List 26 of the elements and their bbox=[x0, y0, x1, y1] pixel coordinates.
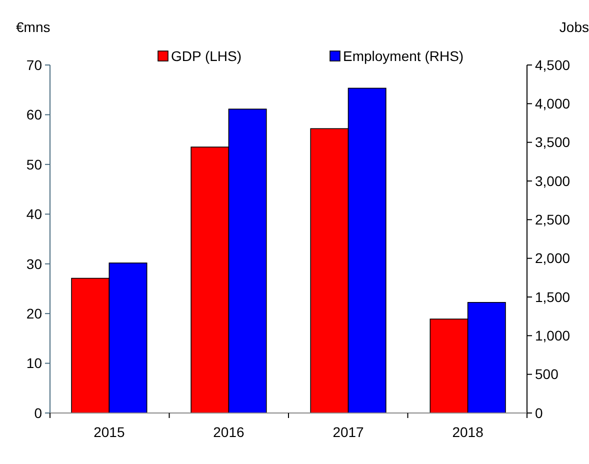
y2-tick-label: 500 bbox=[535, 366, 559, 382]
y2-tick-label: 1,000 bbox=[535, 328, 570, 344]
y2-tick-label: 4,000 bbox=[535, 96, 570, 112]
legend-label: GDP (LHS) bbox=[171, 48, 242, 64]
y2-tick-label: 2,000 bbox=[535, 250, 570, 266]
y2-tick-label: 0 bbox=[535, 404, 543, 421]
y-tick-label: 70 bbox=[26, 56, 42, 73]
y2-tick-label: 3,500 bbox=[535, 134, 570, 150]
x-tick-label: 2017 bbox=[332, 424, 364, 440]
y-tick-label: 0 bbox=[34, 404, 42, 421]
y2-axis-title: Jobs bbox=[559, 19, 589, 35]
y2-tick-label: 3,000 bbox=[535, 172, 570, 189]
y2-tick-label: 1,500 bbox=[535, 288, 570, 305]
y-axis-title: €mns bbox=[16, 19, 50, 35]
y2-tick-label: 4,500 bbox=[535, 56, 570, 73]
legend-label: Employment (RHS) bbox=[343, 48, 464, 64]
y-tick-label: 50 bbox=[26, 156, 42, 172]
y-tick-label: 30 bbox=[26, 256, 42, 272]
x-tick-label: 2016 bbox=[213, 424, 245, 440]
y-tick-label: 20 bbox=[26, 305, 42, 322]
x-tick-label: 2018 bbox=[452, 424, 484, 440]
x-tick-label: 2015 bbox=[94, 424, 125, 440]
y-tick-label: 60 bbox=[26, 106, 42, 123]
y2-tick-label: 2,500 bbox=[535, 212, 570, 228]
y-tick-label: 40 bbox=[26, 206, 42, 222]
y-tick-label: 10 bbox=[26, 355, 42, 372]
